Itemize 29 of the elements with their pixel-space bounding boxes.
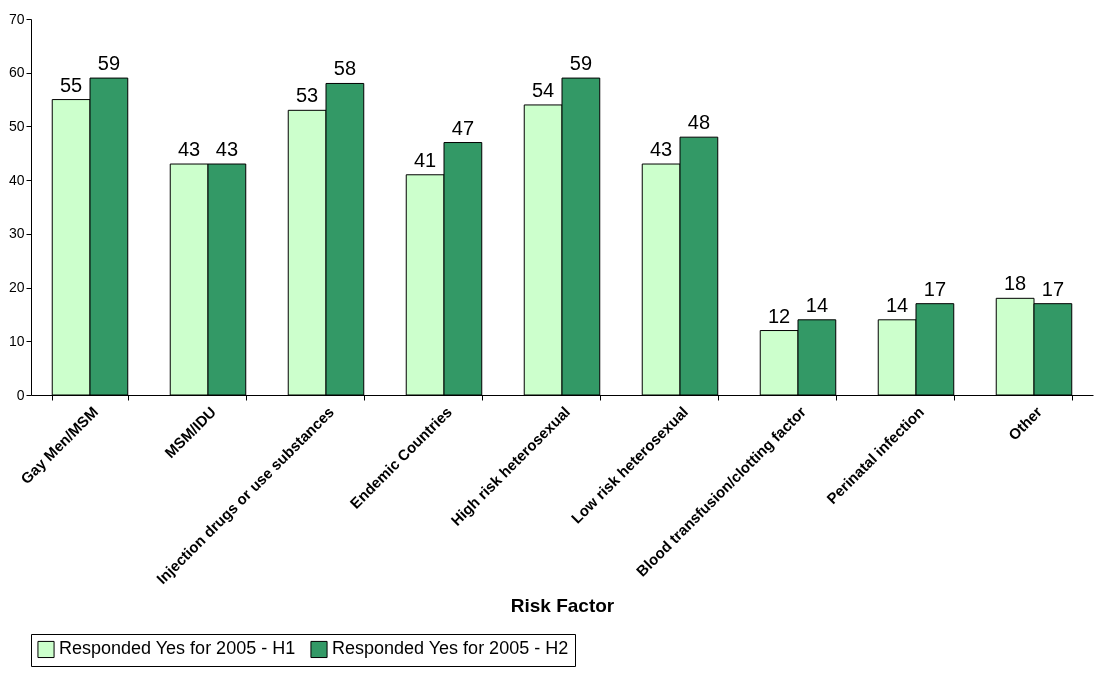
data-label: 17 xyxy=(1041,277,1065,300)
y-tick-label: 30 xyxy=(8,225,25,242)
data-label: 48 xyxy=(687,111,711,134)
data-label: 12 xyxy=(767,304,791,327)
data-label: 14 xyxy=(885,293,909,316)
data-label: 43 xyxy=(215,138,239,161)
y-tick-label: 10 xyxy=(8,332,25,349)
x-axis-title: Risk Factor xyxy=(510,595,615,617)
data-label: 41 xyxy=(413,148,437,171)
data-label: 43 xyxy=(177,138,201,161)
data-label: 55 xyxy=(59,73,83,96)
y-tick-label: 50 xyxy=(8,117,25,134)
legend-label: Responded Yes for 2005 - H2 xyxy=(332,638,569,659)
data-label: 58 xyxy=(333,57,357,80)
data-label: 14 xyxy=(805,293,829,316)
y-tick-label: 60 xyxy=(8,64,25,81)
y-tick-label: 40 xyxy=(8,171,25,188)
data-label: 17 xyxy=(923,277,947,300)
legend-label: Responded Yes for 2005 - H1 xyxy=(59,638,296,659)
data-label: 59 xyxy=(569,52,593,75)
data-label: 53 xyxy=(295,84,319,107)
y-tick-label: 70 xyxy=(8,10,25,27)
data-label: 18 xyxy=(1003,272,1027,295)
y-tick-label: 0 xyxy=(16,386,25,403)
y-tick-label: 20 xyxy=(8,279,25,296)
data-label: 59 xyxy=(97,52,120,75)
data-label: 43 xyxy=(649,138,673,161)
data-label: 47 xyxy=(451,116,475,139)
data-label: 54 xyxy=(531,78,555,101)
